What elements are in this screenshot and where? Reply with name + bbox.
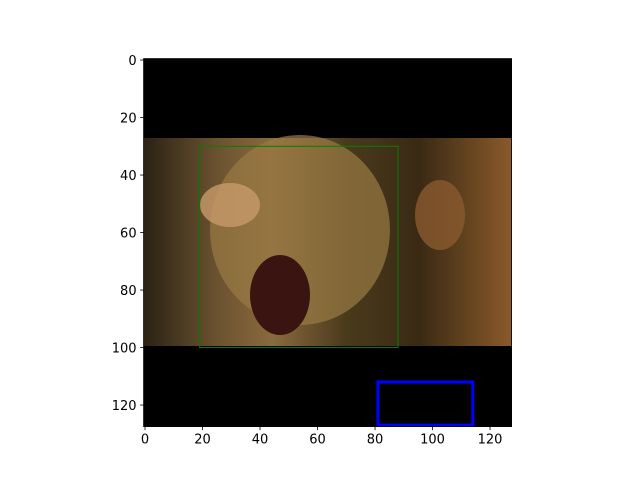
y-tick-label: 80 (120, 284, 137, 299)
image (143, 58, 512, 427)
axes-frame (143, 58, 513, 427)
boxes (199, 145, 475, 427)
nose (200, 183, 260, 227)
x-tick-label: 80 (367, 433, 384, 448)
y-tick-label: 20 (120, 112, 137, 127)
x-tick-label: 100 (420, 433, 445, 448)
x-tick-label: 60 (309, 433, 326, 448)
x-tick-label: 0 (141, 433, 149, 448)
x-tick-label: 20 (194, 433, 211, 448)
y-tick-label: 100 (112, 342, 137, 357)
y-tick-label: 120 (112, 399, 137, 414)
bounding-box (376, 380, 475, 427)
y-tick-label: 40 (120, 169, 137, 184)
mouth (250, 255, 310, 335)
ear (415, 180, 465, 250)
y-tick-label: 60 (120, 227, 137, 242)
x-tick-label: 40 (252, 433, 269, 448)
y-tick-label: 0 (128, 54, 136, 69)
bounding-box (199, 145, 399, 349)
x-tick-label: 120 (478, 433, 503, 448)
